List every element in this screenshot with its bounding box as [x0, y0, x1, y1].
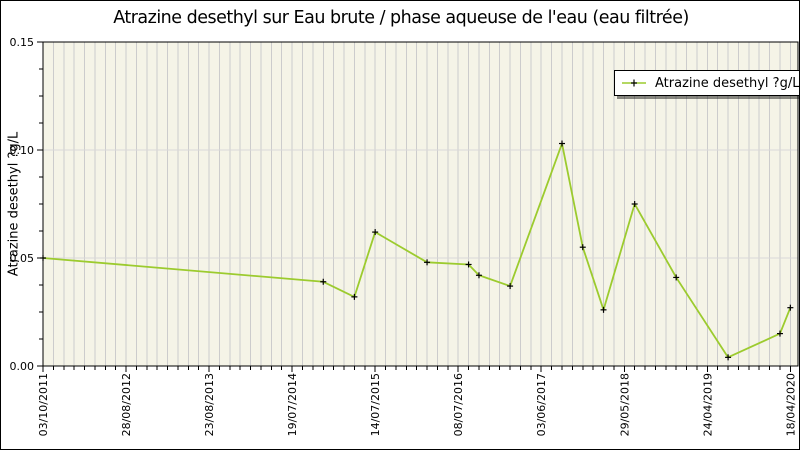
svg-text:03/10/2011: 03/10/2011: [37, 373, 50, 436]
legend-series-marker-icon: [622, 79, 646, 87]
legend-box: Atrazine desethyl ?g/L: [614, 70, 800, 96]
y-axis-title: Atrazine desethyl ?g/L: [6, 131, 22, 277]
svg-text:08/07/2016: 08/07/2016: [452, 373, 465, 436]
svg-text:0.15: 0.15: [10, 36, 35, 49]
svg-text:03/06/2017: 03/06/2017: [535, 373, 548, 436]
svg-text:0.10: 0.10: [10, 144, 35, 157]
chart-title: Atrazine desethyl sur Eau brute / phase …: [113, 8, 689, 28]
svg-text:19/07/2014: 19/07/2014: [286, 373, 299, 436]
svg-text:18/04/2020: 18/04/2020: [784, 373, 797, 436]
svg-text:23/08/2013: 23/08/2013: [203, 373, 216, 436]
svg-text:28/08/2012: 28/08/2012: [120, 373, 133, 436]
svg-text:24/04/2019: 24/04/2019: [701, 373, 714, 436]
svg-text:0.00: 0.00: [10, 360, 35, 373]
legend-series-label: Atrazine desethyl ?g/L: [655, 75, 800, 91]
svg-text:14/07/2015: 14/07/2015: [369, 373, 382, 436]
svg-text:0.05: 0.05: [10, 252, 35, 265]
svg-text:29/05/2018: 29/05/2018: [618, 373, 631, 436]
